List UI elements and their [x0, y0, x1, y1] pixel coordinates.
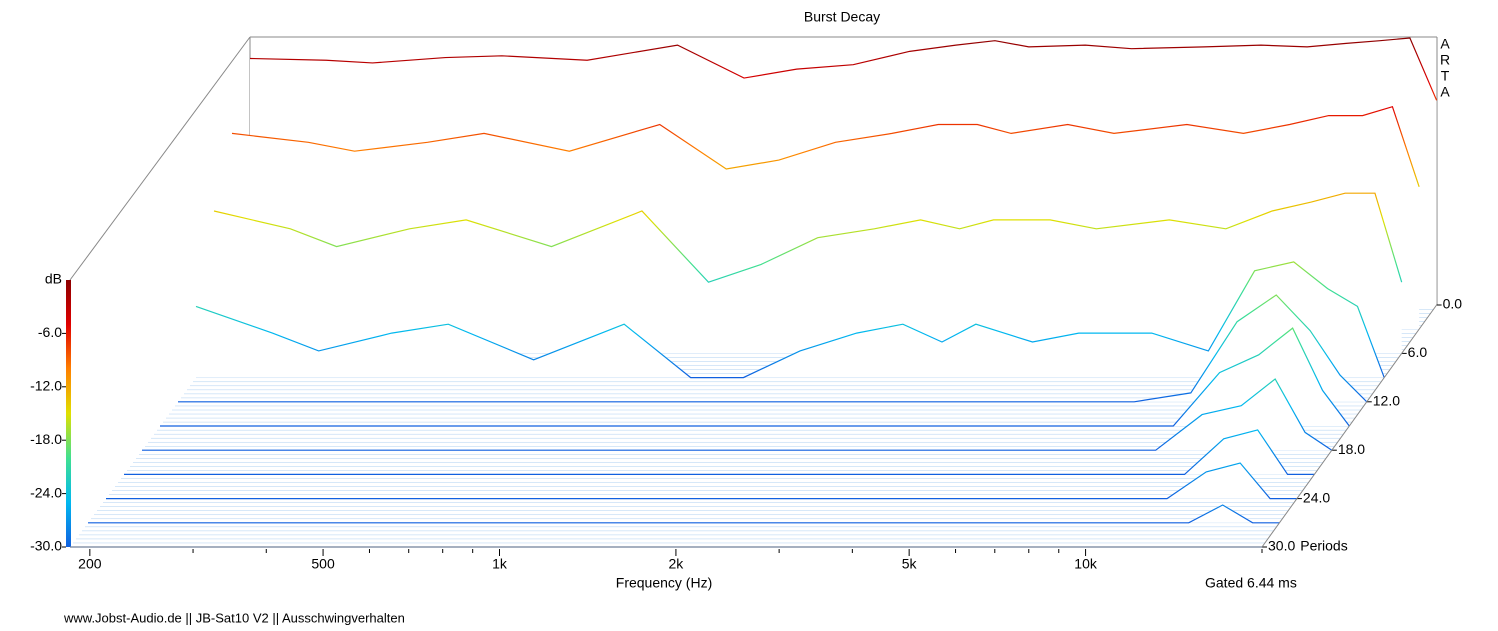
x-tick-label: 500 — [311, 556, 335, 572]
x-tick-label: 2k — [669, 556, 685, 572]
brand-letter: T — [1441, 68, 1450, 84]
y-tick-label: -6.0 — [38, 324, 62, 340]
slice-line — [178, 294, 1368, 403]
y-tick-label: -24.0 — [30, 484, 62, 500]
brand-letter: R — [1440, 52, 1450, 68]
colorbar — [66, 280, 71, 547]
slice-line — [231, 105, 1420, 187]
gate-note: Gated 6.44 ms — [1205, 575, 1297, 591]
x-tick-label: 1k — [492, 556, 508, 572]
slice-fill — [214, 193, 1402, 354]
z-tick-label: 12.0 — [1373, 393, 1400, 409]
frame-line — [69, 36, 251, 281]
slice-line — [124, 429, 1315, 475]
x-tick-label: 200 — [78, 556, 102, 572]
y-tick-label: -30.0 — [30, 538, 62, 554]
slice-fill — [196, 261, 1385, 378]
z-axis — [1261, 304, 1438, 548]
x-tick-label: 10k — [1074, 556, 1098, 572]
y-tick-label: -18.0 — [30, 431, 62, 447]
z-tick-label: 18.0 — [1338, 441, 1365, 457]
z-tick-label: 0.0 — [1443, 296, 1463, 312]
footer: www.Jobst-Audio.de || JB-Sat10 V2 || Aus… — [63, 610, 405, 625]
y-axis-label: dB — [45, 271, 62, 287]
z-tick-label: 24.0 — [1303, 489, 1330, 505]
slice-fill — [88, 505, 1280, 523]
slice-fill — [142, 379, 1332, 451]
z-tick-label: 6.0 — [1408, 344, 1428, 360]
brand-letter: A — [1440, 84, 1450, 100]
slices — [70, 37, 1438, 548]
y-tick-label: -12.0 — [30, 378, 62, 394]
slice-line — [88, 504, 1280, 524]
slice-line — [142, 378, 1333, 451]
x-axis-label: Frequency (Hz) — [616, 575, 712, 591]
slice-line — [160, 327, 1350, 427]
chart-title: Burst Decay — [804, 9, 880, 25]
slice-line — [249, 37, 1438, 101]
slice-fill — [124, 429, 1315, 475]
slice-fill — [106, 463, 1297, 499]
brand-letter: A — [1440, 36, 1450, 52]
z-axis-label: Periods — [1300, 538, 1347, 554]
slice-line — [195, 261, 1385, 379]
x-tick-label: 5k — [902, 556, 918, 572]
z-tick-label: 30.0 — [1268, 538, 1295, 554]
slice-line — [213, 192, 1403, 283]
slice-line — [106, 462, 1297, 500]
